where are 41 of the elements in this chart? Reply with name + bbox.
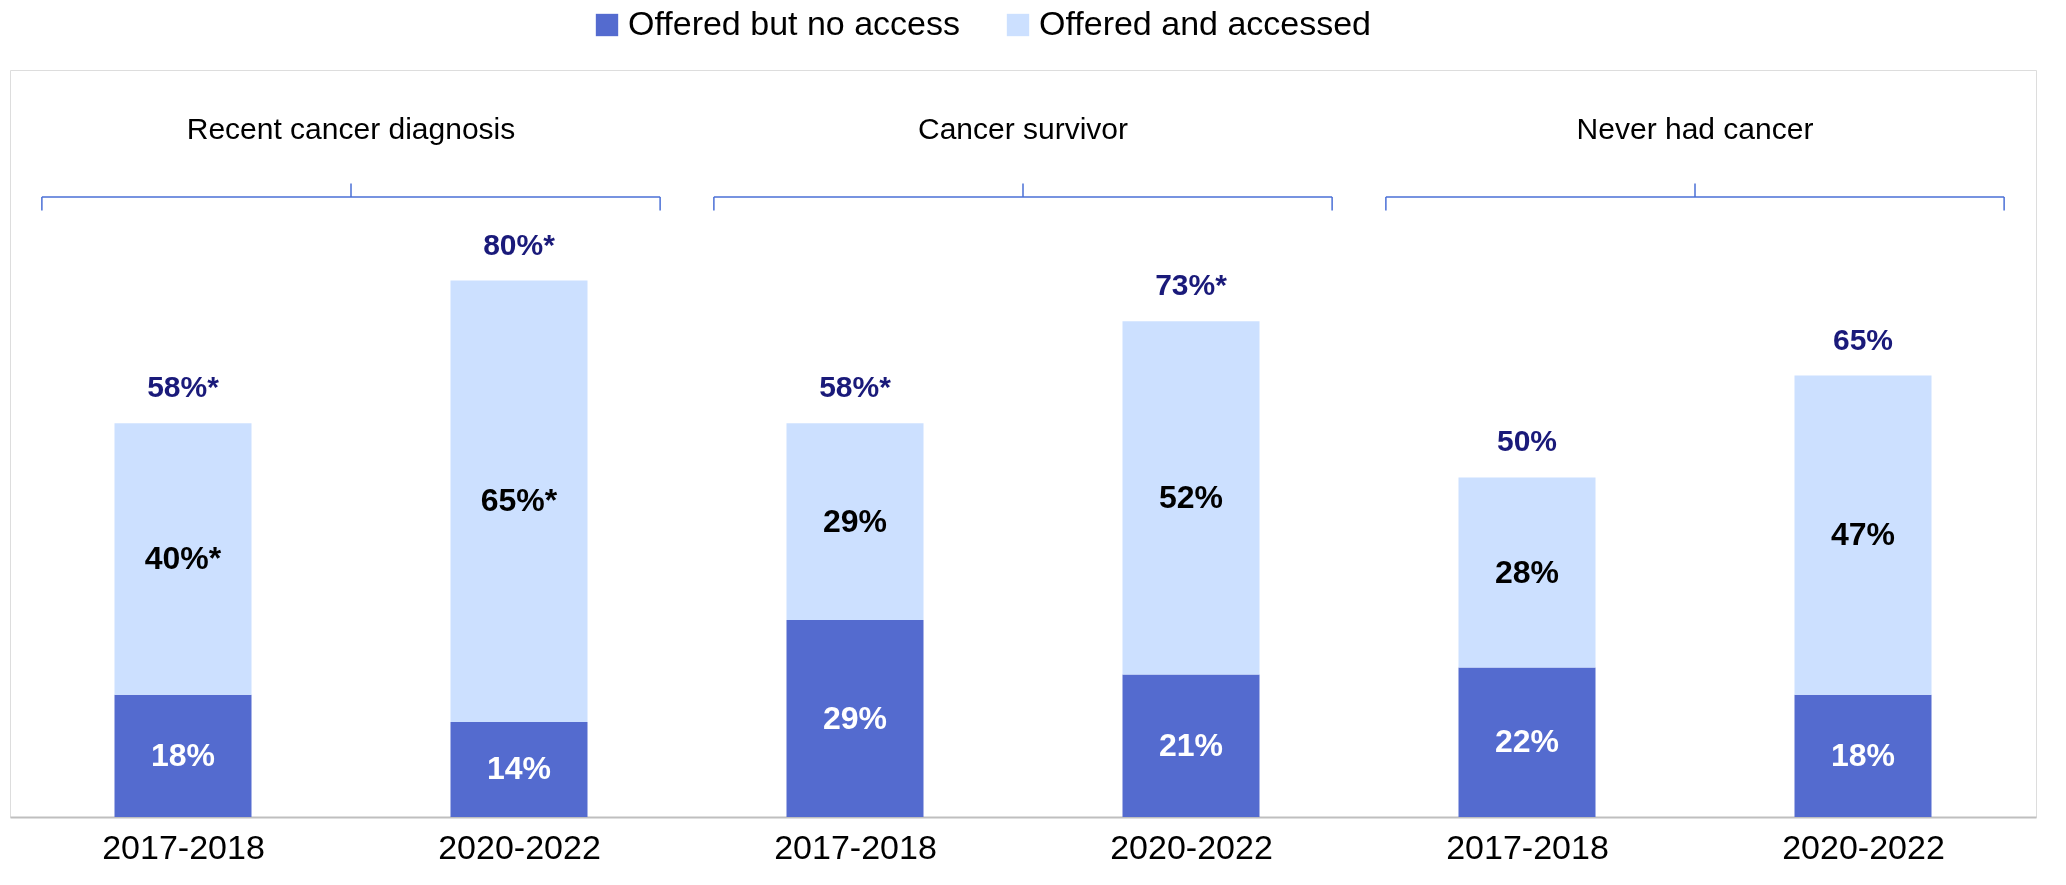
bar — [114, 694, 252, 817]
bar — [1794, 375, 1932, 695]
x-tick-label: 2020-2022 — [438, 827, 601, 866]
bar — [786, 423, 924, 621]
bar — [450, 280, 588, 722]
data-label: 18% — [150, 736, 216, 773]
x-tick-label: 2017-2018 — [1446, 827, 1609, 866]
annotation: Never had cancer — [1576, 111, 1814, 145]
bar — [114, 423, 252, 695]
legend-label: Offered but no access — [628, 4, 961, 42]
annotation: Recent cancer diagnosis — [186, 111, 516, 145]
bar — [1458, 477, 1596, 668]
data-label: 22% — [1494, 723, 1560, 760]
total-label: 58%* — [819, 370, 892, 404]
data-label: 40%* — [144, 539, 222, 576]
data-label: 18% — [1830, 736, 1896, 773]
data-label: 29% — [822, 502, 888, 539]
x-tick-label: 2020-2022 — [1110, 827, 1273, 866]
data-label: 65%* — [480, 482, 558, 519]
bar — [450, 721, 588, 817]
x-tick-label: 2020-2022 — [1782, 827, 1945, 866]
total-label: 58%* — [147, 370, 220, 404]
data-label: 52% — [1158, 478, 1224, 515]
x-tick-label: 2017-2018 — [774, 827, 937, 866]
bar — [1794, 694, 1932, 817]
total-label: 73%* — [1155, 268, 1228, 302]
total-label: 80%* — [483, 227, 556, 261]
legend-label: Offered and accessed — [1039, 4, 1372, 42]
data-label: 47% — [1830, 516, 1896, 553]
data-label: 29% — [822, 699, 888, 736]
annotation: Cancer survivor — [917, 111, 1129, 145]
bar — [1458, 667, 1596, 817]
data-label: 28% — [1494, 553, 1560, 590]
bar — [1122, 321, 1260, 675]
x-tick-label: 2017-2018 — [102, 827, 265, 866]
total-label: 50% — [1496, 424, 1558, 458]
data-label: 14% — [486, 750, 552, 787]
bar — [786, 620, 924, 817]
data-label: 21% — [1158, 726, 1224, 763]
bar — [1122, 674, 1260, 817]
total-label: 65% — [1832, 322, 1894, 356]
